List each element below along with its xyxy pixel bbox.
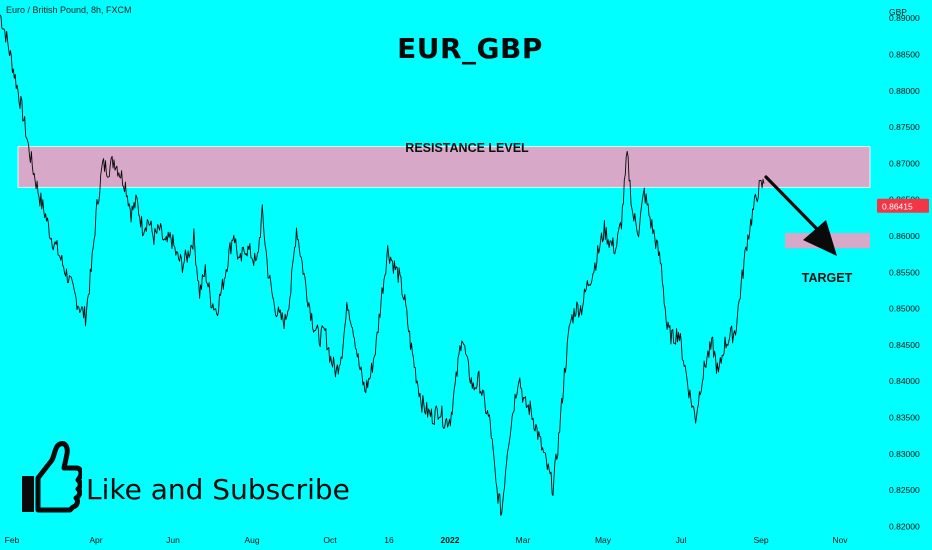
resistance-level-label: RESISTANCE LEVEL: [405, 141, 529, 155]
y-tick-label: 0.84000: [889, 376, 920, 386]
y-tick-label: 0.89000: [889, 13, 920, 23]
x-tick-label: Aug: [244, 535, 259, 545]
like-subscribe-text: Like and Subscribe: [86, 473, 350, 506]
target-label: TARGET: [802, 271, 853, 285]
y-tick-label: 0.87500: [889, 122, 920, 132]
x-tick-label: Oct: [323, 535, 337, 545]
y-tick-label: 0.86000: [889, 231, 920, 241]
current-price-box: [877, 198, 929, 213]
y-tick-label: 0.82000: [889, 521, 920, 531]
y-tick-label: 0.85500: [889, 267, 920, 277]
x-tick-label: 16: [384, 535, 394, 545]
price-line-layer: [0, 14, 765, 516]
zones-layer: [17, 146, 871, 249]
x-tick-label: Feb: [5, 535, 20, 545]
symbol-info: Euro / British Pound, 8h, FXCM: [6, 5, 132, 15]
x-tick-label: Apr: [89, 535, 102, 545]
y-tick-label: 0.82500: [889, 485, 920, 495]
x-axis: Feb Apr Jun Aug Oct 16 2022 Mar May Jul Sep Nov: [5, 535, 849, 545]
thumbs-up-icon: [22, 441, 82, 513]
x-tick-label: Mar: [516, 535, 531, 545]
y-axis-unit: GBP: [889, 7, 907, 17]
x-tick-label: May: [595, 535, 612, 545]
y-tick-label: 0.88500: [889, 50, 920, 60]
x-tick-label: 2022: [441, 535, 460, 545]
x-tick-label: Jun: [166, 535, 180, 545]
arrow-down-right-icon: [764, 175, 837, 256]
x-tick-label: Sep: [753, 535, 768, 545]
annotation-layer: RESISTANCE LEVEL TARGET: [405, 141, 852, 285]
resistance-zone: [17, 146, 871, 188]
y-tick-label: 0.84500: [889, 340, 920, 350]
y-tick-label: 0.83000: [889, 449, 920, 459]
price-series-line: [0, 14, 765, 516]
y-tick-label: 0.85000: [889, 304, 920, 314]
arrow-shaft: [764, 175, 818, 230]
current-price-tag: 0.86415: [877, 198, 929, 213]
current-price-label: 0.86415: [882, 201, 913, 211]
chart-title: EUR_GBP: [397, 32, 543, 65]
y-tick-label: 0.88000: [889, 86, 920, 96]
x-tick-label: Nov: [832, 535, 848, 545]
arrow-head: [803, 220, 837, 256]
y-tick-label: 0.83500: [889, 413, 920, 423]
y-tick-label: 0.87000: [889, 158, 920, 168]
x-tick-label: Jul: [676, 535, 687, 545]
